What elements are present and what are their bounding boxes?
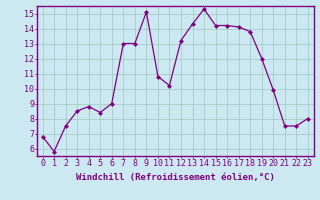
X-axis label: Windchill (Refroidissement éolien,°C): Windchill (Refroidissement éolien,°C) — [76, 173, 275, 182]
